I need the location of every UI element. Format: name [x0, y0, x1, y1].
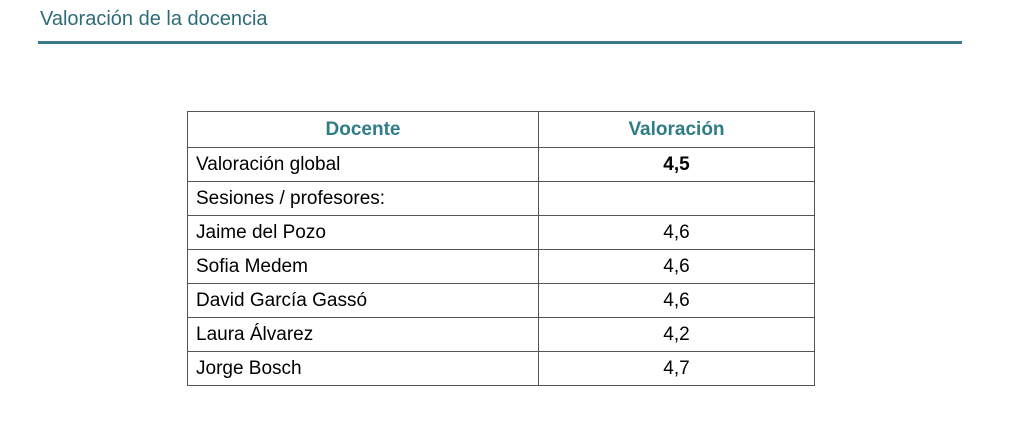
row-value: 4,2	[538, 317, 815, 352]
table-row: Jorge Bosch 4,7	[187, 351, 815, 386]
table-row: Valoración global 4,5	[187, 147, 815, 182]
header-docente: Docente	[187, 111, 539, 148]
row-value: 4,6	[538, 283, 815, 318]
table-row: Laura Álvarez 4,2	[187, 317, 815, 352]
row-name: David García Gassó	[187, 283, 539, 318]
row-value	[538, 181, 815, 216]
header-valoracion: Valoración	[538, 111, 815, 148]
title-divider	[38, 41, 962, 44]
table-header: Docente Valoración	[187, 111, 815, 148]
row-name: Laura Álvarez	[187, 317, 539, 352]
row-value: 4,6	[538, 215, 815, 250]
row-value: 4,7	[538, 351, 815, 386]
row-name: Jorge Bosch	[187, 351, 539, 386]
table-row: Jaime del Pozo 4,6	[187, 215, 815, 250]
table-row: David García Gassó 4,6	[187, 283, 815, 318]
page-title: Valoración de la docencia	[40, 8, 268, 30]
row-name: Jaime del Pozo	[187, 215, 539, 250]
table-row: Sofia Medem 4,6	[187, 249, 815, 284]
ratings-table: Docente Valoración Valoración global 4,5 S…	[187, 111, 815, 386]
row-name: Sofia Medem	[187, 249, 539, 284]
table-row: Sesiones / profesores:	[187, 181, 815, 216]
row-name: Valoración global	[187, 147, 539, 182]
row-value: 4,5	[538, 147, 815, 182]
row-name: Sesiones / profesores:	[187, 181, 539, 216]
row-value: 4,6	[538, 249, 815, 284]
